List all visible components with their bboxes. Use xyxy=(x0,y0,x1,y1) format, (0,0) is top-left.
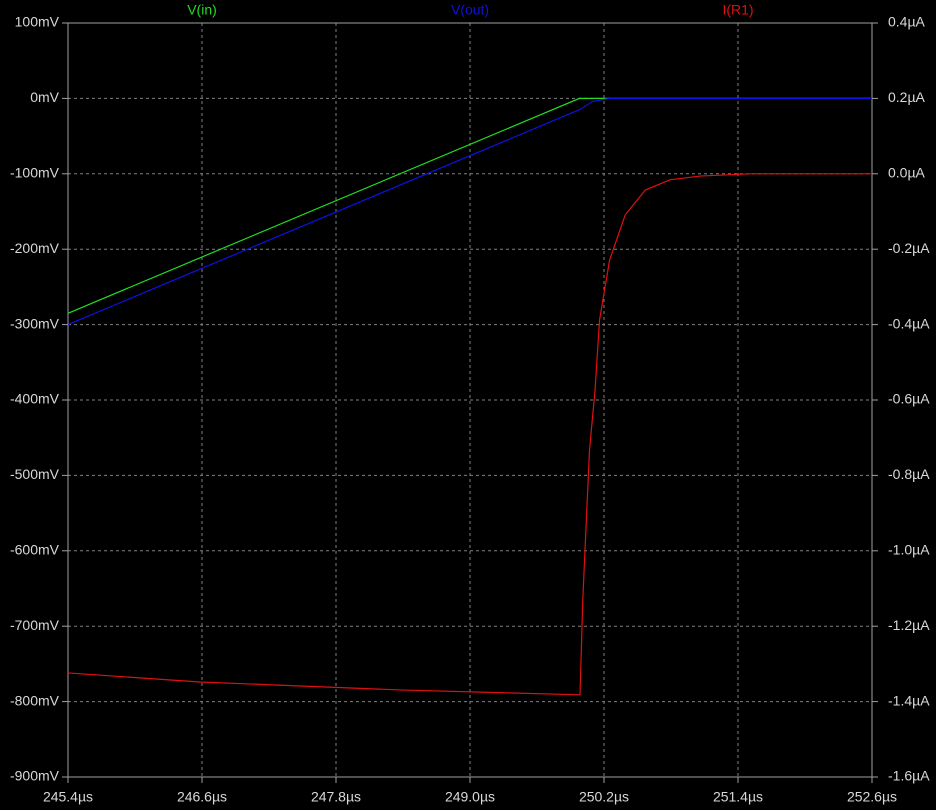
plot-frame xyxy=(67,22,873,778)
y2-tick-label: -1.4µA xyxy=(888,692,930,708)
x-tick-label: 251.4µs xyxy=(713,789,763,805)
y-tick-label: -900mV xyxy=(10,768,60,784)
y-tick-label: -800mV xyxy=(10,692,60,708)
y2-tick-label: 0.4µA xyxy=(888,14,926,30)
y-tick-label: -400mV xyxy=(10,391,60,407)
y2-tick-label: -0.6µA xyxy=(888,391,930,407)
y-tick-label: -700mV xyxy=(10,617,60,633)
y-tick-label: -500mV xyxy=(10,466,60,482)
series-line xyxy=(67,173,872,696)
x-tick-label: 246.6µs xyxy=(177,789,227,805)
y2-tick-label: -0.4µA xyxy=(888,315,930,331)
y-tick-label: -100mV xyxy=(10,165,60,181)
y2-tick-label: 0.2µA xyxy=(888,89,926,105)
y-tick-label: 0mV xyxy=(30,89,59,105)
legend-entry: V(out) xyxy=(451,2,489,18)
legend-entry: V(in) xyxy=(187,2,217,18)
y-tick-label: -300mV xyxy=(10,315,60,331)
y2-tick-label: -0.8µA xyxy=(888,466,930,482)
x-tick-label: 250.2µs xyxy=(579,789,629,805)
x-tick-label: 247.8µs xyxy=(311,789,361,805)
y2-tick-label: -1.2µA xyxy=(888,617,930,633)
series-line xyxy=(67,97,872,326)
y2-tick-label: -1.6µA xyxy=(888,768,930,784)
x-tick-label: 249.0µs xyxy=(445,789,495,805)
x-tick-label: 252.6µs xyxy=(847,789,897,805)
legend-entry: I(R1) xyxy=(722,2,753,18)
y2-tick-label: -0.2µA xyxy=(888,240,930,256)
y2-tick-label: -1.0µA xyxy=(888,542,930,558)
y-tick-label: -600mV xyxy=(10,542,60,558)
y2-tick-label: 0.0µA xyxy=(888,165,926,181)
y-tick-label: -200mV xyxy=(10,240,60,256)
x-tick-label: 245.4µs xyxy=(43,789,93,805)
y-tick-label: 100mV xyxy=(15,14,60,30)
